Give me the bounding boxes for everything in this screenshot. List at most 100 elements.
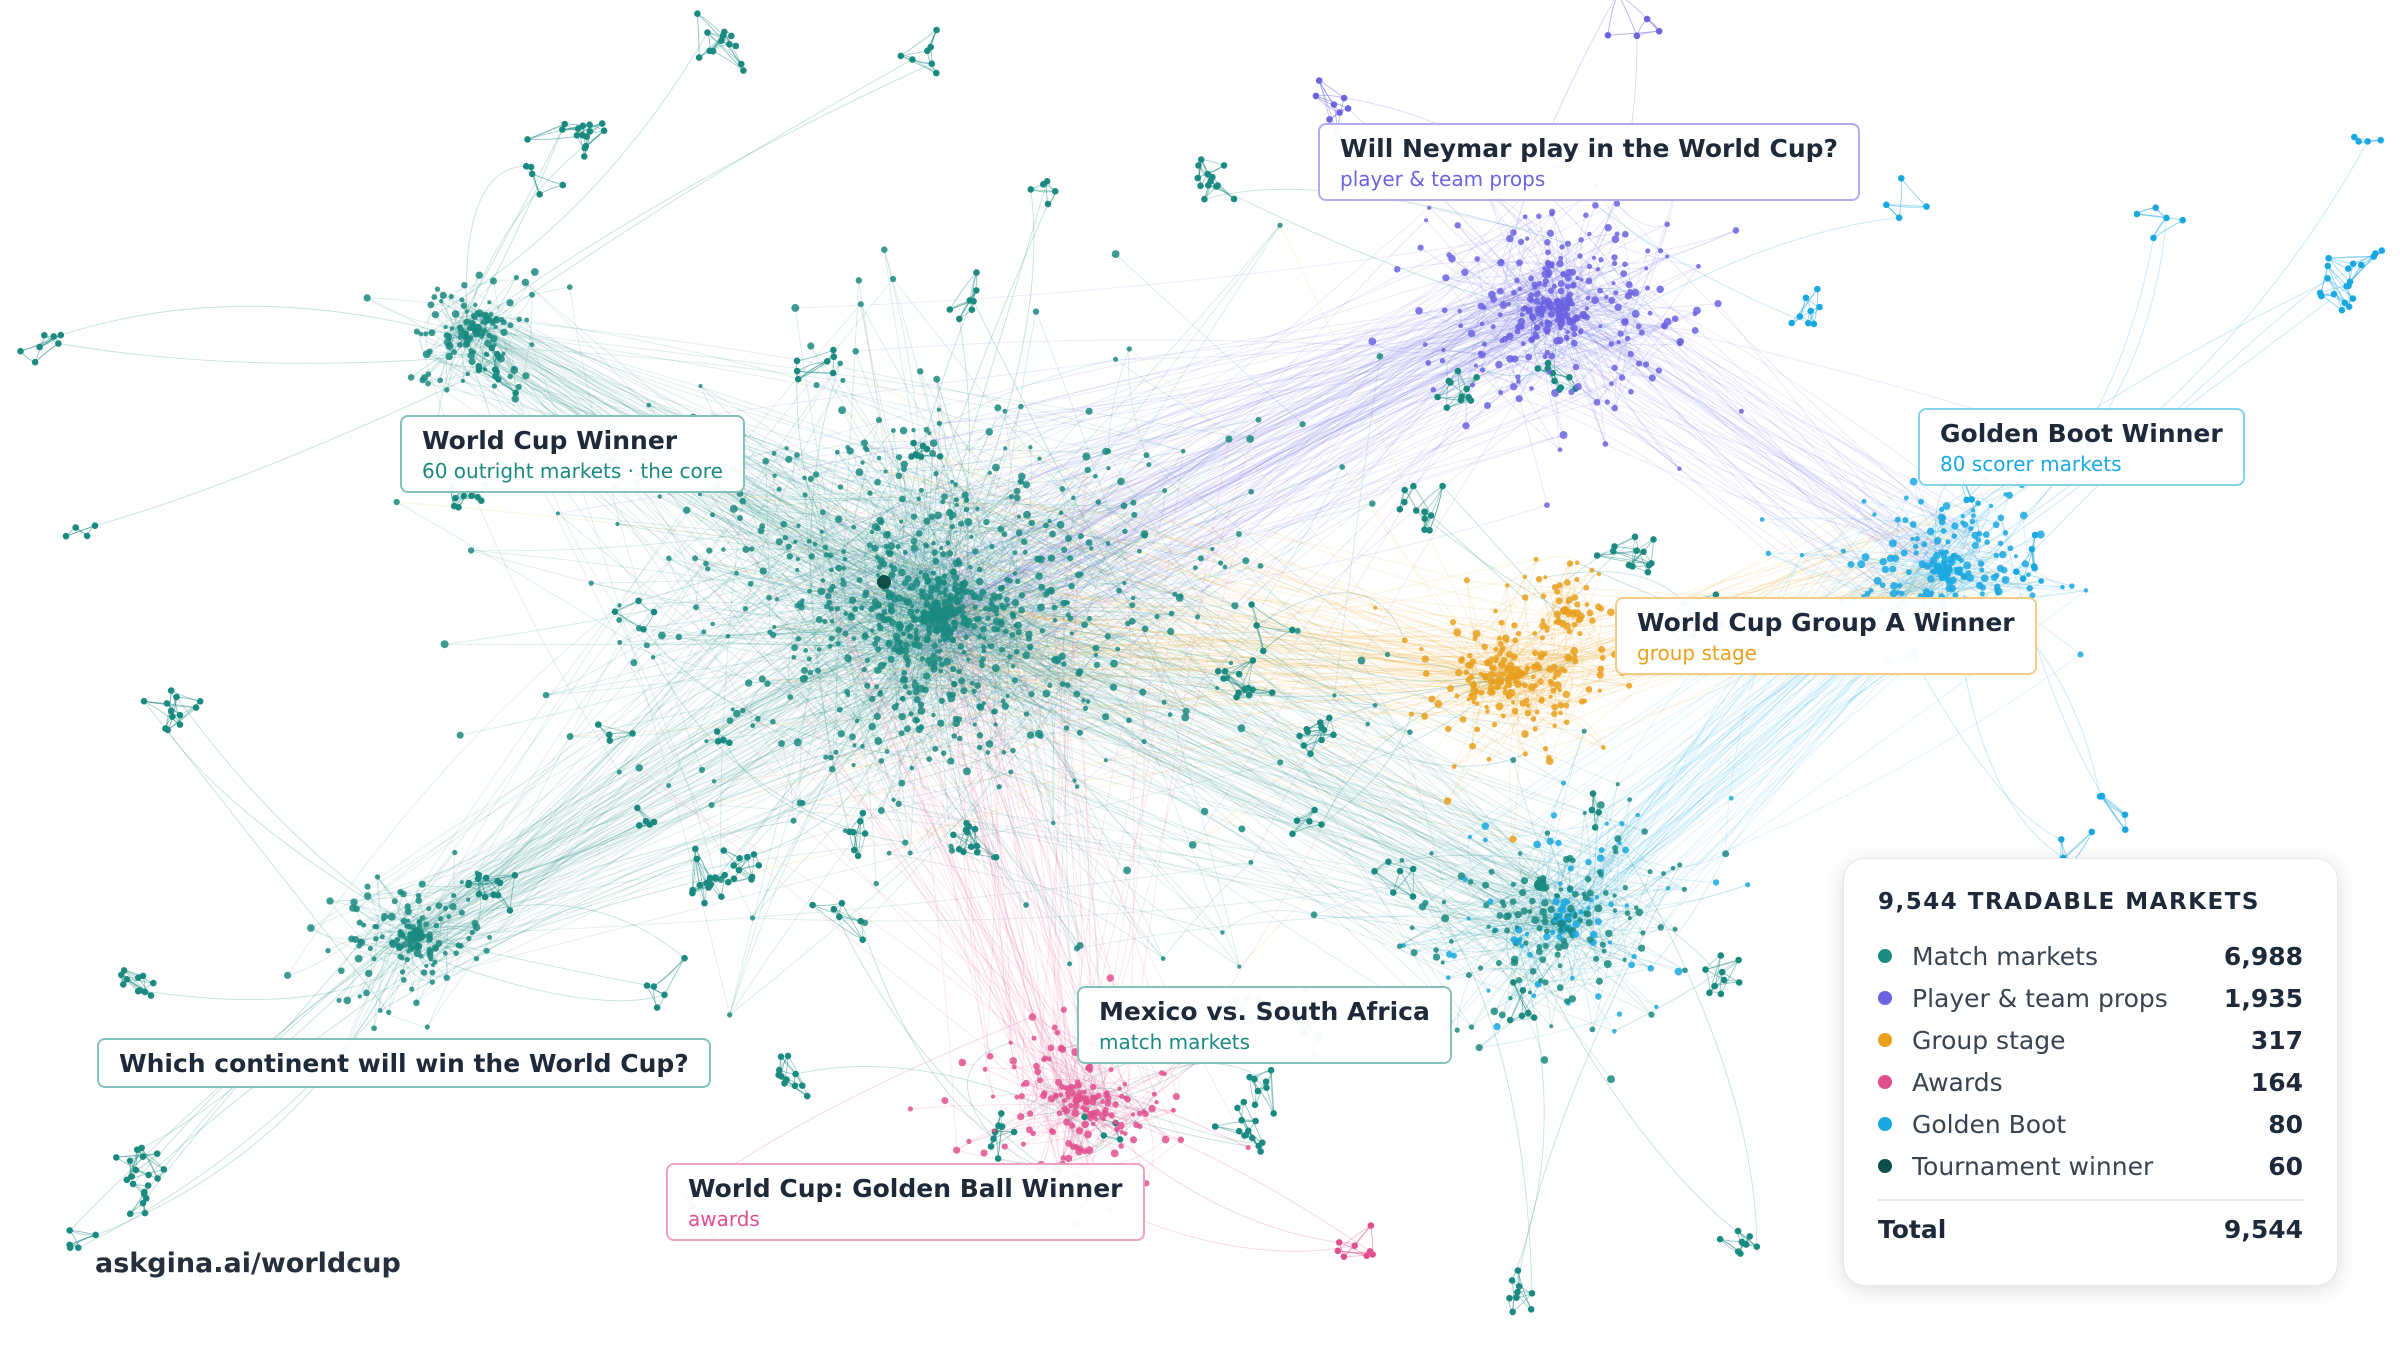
edge <box>411 923 476 990</box>
node <box>1340 1253 1348 1260</box>
edge <box>974 591 1049 725</box>
node <box>2019 575 2027 582</box>
edge <box>898 642 1010 658</box>
node <box>1409 865 1417 873</box>
node <box>714 738 722 745</box>
node <box>781 1080 788 1087</box>
edge <box>400 926 473 933</box>
edge <box>904 476 1023 584</box>
edge <box>794 452 838 648</box>
node <box>642 817 650 825</box>
edge <box>788 432 930 547</box>
node <box>1197 156 1205 163</box>
node <box>1544 359 1552 367</box>
edge <box>825 714 1171 758</box>
edge <box>429 928 490 938</box>
edge <box>1607 30 1660 36</box>
edge <box>1313 900 1491 919</box>
edge <box>1600 799 1631 876</box>
edge <box>1026 490 1165 516</box>
node <box>145 1171 152 1179</box>
edge <box>485 63 932 316</box>
edge <box>1614 321 1627 409</box>
node <box>933 69 940 77</box>
node <box>689 886 696 894</box>
edge <box>727 599 853 637</box>
node <box>740 67 747 74</box>
node <box>650 608 658 616</box>
node <box>967 843 975 850</box>
edge <box>938 409 1092 549</box>
node <box>582 142 590 150</box>
edge <box>951 631 1078 787</box>
edge <box>838 629 1143 693</box>
edge <box>700 385 778 600</box>
edge <box>1605 892 1626 960</box>
edge <box>707 492 871 570</box>
edge <box>570 713 737 738</box>
node <box>2325 254 2332 262</box>
edge <box>1573 284 1615 369</box>
edge <box>757 633 1030 720</box>
node <box>681 954 688 962</box>
edge <box>1560 823 1623 890</box>
node <box>1344 105 1352 112</box>
edge <box>287 939 356 976</box>
node <box>62 532 70 540</box>
edge <box>1429 207 1551 234</box>
node <box>776 1066 783 1074</box>
edge <box>1028 618 1133 639</box>
edge <box>426 353 519 388</box>
node <box>720 847 728 854</box>
node <box>1735 956 1742 964</box>
edge <box>847 447 1098 666</box>
node <box>1311 806 1318 814</box>
edge <box>762 548 844 572</box>
node <box>606 737 614 744</box>
node <box>970 298 977 305</box>
edge <box>883 561 980 583</box>
node <box>695 54 703 61</box>
edge <box>1403 887 1669 946</box>
edge <box>856 546 892 722</box>
edge <box>1509 321 1668 360</box>
edge <box>860 304 940 617</box>
edge <box>767 675 1228 685</box>
node <box>661 991 668 999</box>
node <box>973 842 981 850</box>
edge <box>781 743 794 821</box>
node <box>66 1244 74 1251</box>
node <box>987 1143 995 1150</box>
node <box>1194 174 1202 182</box>
edge <box>1506 831 1645 931</box>
node <box>606 731 613 738</box>
edge <box>773 475 786 538</box>
edge <box>900 648 1041 737</box>
edge <box>853 491 1252 766</box>
edge <box>768 450 1109 599</box>
edge <box>822 580 954 695</box>
edge <box>776 598 866 636</box>
edge <box>435 32 708 316</box>
edge <box>848 645 935 659</box>
edge <box>1478 926 1662 1048</box>
edge <box>825 689 926 758</box>
node <box>1027 186 1035 193</box>
edge <box>852 632 1072 738</box>
edge <box>1184 466 1343 718</box>
edge <box>1215 1126 1240 1132</box>
node <box>1421 508 1428 515</box>
edge <box>996 613 1014 657</box>
edge <box>950 512 1020 633</box>
edge <box>926 475 1096 605</box>
node <box>173 693 180 701</box>
edge <box>974 596 1054 824</box>
node <box>147 992 155 999</box>
node <box>2372 250 2379 257</box>
edge <box>1587 878 1604 945</box>
edge <box>892 622 898 705</box>
edge <box>471 525 799 552</box>
edge <box>367 886 383 937</box>
edge <box>842 380 962 586</box>
edge <box>928 433 976 552</box>
